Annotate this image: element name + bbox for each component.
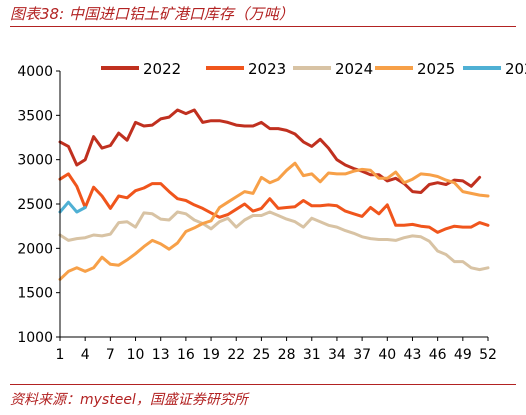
y-tick-label: 2000 [17, 241, 53, 257]
x-tick-label: 4 [81, 347, 90, 363]
x-tick-label: 10 [127, 347, 145, 363]
legend-label-2024: 2024 [335, 60, 373, 78]
y-tick-label: 2500 [17, 197, 53, 213]
legend-label-2023: 2023 [248, 60, 286, 78]
title-rule [10, 26, 516, 27]
x-tick-label: 16 [177, 347, 195, 363]
x-tick-label: 34 [328, 347, 346, 363]
legend-label-2025: 2025 [417, 60, 455, 78]
chart-legend: 2022 2023 2024 2025 2026 [101, 60, 526, 78]
y-tick-label: 4000 [17, 64, 53, 80]
figure-source: 资料来源：mysteel，国盛证券研究所 [10, 392, 248, 408]
x-tick-label: 19 [202, 347, 220, 363]
y-tick-label: 3000 [17, 153, 53, 169]
x-tick-label: 37 [353, 347, 371, 363]
x-tick-label: 25 [252, 347, 270, 363]
axes: 1000 1500 2000 2500 3000 3500 4000 1 4 7 10 13 16 19 2… [17, 64, 497, 363]
series-line-2025 [58, 161, 490, 281]
legend-label-2022: 2022 [143, 60, 181, 78]
figure-title: 图表38: 中国进口铝土矿港口库存（万吨） [10, 5, 294, 23]
legend-label-2026: 2026 [505, 60, 526, 78]
series-line-2023 [58, 172, 490, 234]
x-tick-label: 22 [227, 347, 245, 363]
x-tick-label: 52 [479, 347, 497, 363]
series-line-2022 [58, 108, 482, 194]
x-tick-label: 46 [429, 347, 447, 363]
x-tick-label: 40 [378, 347, 396, 363]
x-tick-label: 31 [303, 347, 321, 363]
source-rule [10, 384, 516, 385]
x-tick-label: 43 [404, 347, 422, 363]
y-tick-label: 3500 [17, 108, 53, 124]
x-tick-label: 28 [278, 347, 296, 363]
x-tick-label: 7 [106, 347, 115, 363]
x-tick-label: 49 [454, 347, 472, 363]
series-line-2024 [58, 210, 490, 272]
series-line-2026 [58, 200, 87, 214]
x-tick-label: 13 [152, 347, 170, 363]
series-layer [58, 108, 490, 281]
y-tick-label: 1500 [17, 286, 53, 302]
x-tick-label: 1 [56, 347, 65, 363]
y-tick-label: 1000 [17, 330, 53, 346]
